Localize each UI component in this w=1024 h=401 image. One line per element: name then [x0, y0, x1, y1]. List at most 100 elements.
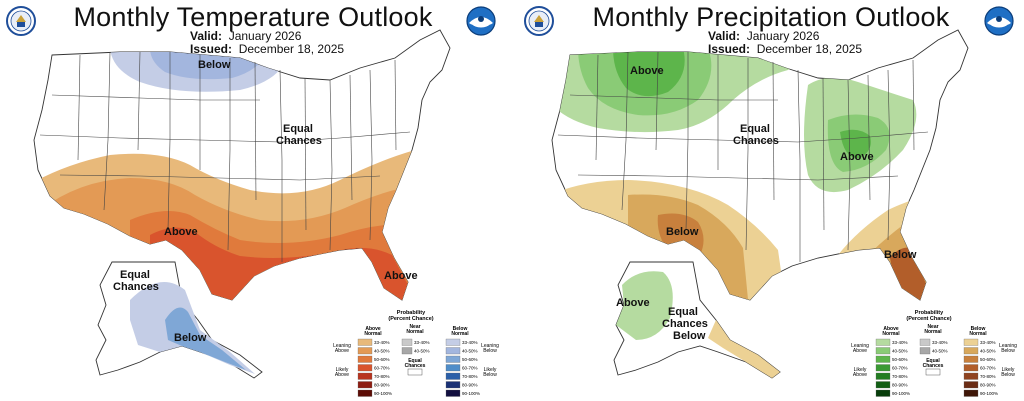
temp-below-swatch-4	[445, 372, 461, 380]
svg-text:Probability: Probability	[397, 310, 426, 316]
svg-text:Normal: Normal	[364, 331, 382, 337]
temp-below-swatch-1	[445, 347, 461, 355]
svg-text:Leaning: Leaning	[999, 343, 1017, 349]
label-below-fl: Below	[884, 249, 917, 261]
svg-text:Above: Above	[883, 326, 899, 332]
issued-date: Issued: December 18, 2025	[708, 42, 863, 56]
prec-below-range-label-4: 70-80%	[980, 374, 996, 379]
svg-text:Above: Above	[365, 326, 381, 332]
prec-near-swatch-1	[919, 347, 931, 355]
svg-text:Above: Above	[853, 372, 867, 378]
svg-text:Chances: Chances	[923, 363, 944, 369]
prec-above-range-label-2: 50-60%	[892, 357, 908, 362]
prec-below-swatch-2	[963, 355, 979, 363]
temperature-legend: Probability (Percent Chance) Above Norma…	[318, 306, 504, 401]
temp-above-swatch-4	[357, 372, 373, 380]
svg-text:Equal: Equal	[408, 358, 422, 364]
temp-below-swatch-2	[445, 355, 461, 363]
above-normal-core-ohio	[840, 129, 871, 159]
svg-text:Below: Below	[1001, 372, 1015, 378]
prec-below-swatch-4	[963, 372, 979, 380]
svg-text:Below: Below	[971, 326, 986, 332]
valid-date: Valid: January 2026	[708, 29, 820, 43]
svg-text:Likely: Likely	[336, 367, 349, 373]
label-above-fl: Above	[384, 270, 418, 282]
label-above-nw: Above	[630, 65, 664, 77]
temperature-map: Below Equal Chances Above Above Equal Ch…	[33, 29, 451, 379]
prec-above-range-label-1: 40-50%	[892, 349, 908, 354]
temp-above-range-label-0: 33-40%	[374, 340, 390, 345]
svg-text:(Percent Chance): (Percent Chance)	[388, 316, 433, 322]
prec-below-swatch-5	[963, 381, 979, 389]
prec-below-range-label-2: 50-60%	[980, 357, 996, 362]
label-ak-equal-2: Chances	[662, 318, 708, 330]
svg-text:Leaning: Leaning	[333, 343, 351, 349]
temp-below-range-label-2: 50-60%	[462, 357, 478, 362]
temp-below-range-label-1: 40-50%	[462, 349, 478, 354]
label-ak-above: Above	[616, 297, 650, 309]
svg-text:Near: Near	[927, 324, 938, 330]
temperature-legend-graphic: Probability (Percent Chance) Above Norma…	[333, 310, 499, 397]
svg-text:Above: Above	[335, 372, 349, 378]
prec-above-swatch-0	[875, 338, 891, 346]
svg-text:Above: Above	[853, 348, 867, 354]
label-below-tx: Below	[666, 226, 699, 238]
svg-text:Normal: Normal	[969, 331, 987, 337]
label-above-south: Above	[164, 226, 198, 238]
prec-below-swatch-6	[963, 389, 979, 397]
prec-below-range-label-1: 40-50%	[980, 349, 996, 354]
label-equal-chances-2: Chances	[276, 135, 322, 147]
valid-date: Valid: January 2026	[190, 29, 302, 43]
prec-above-range-label-6: 90-100%	[892, 391, 910, 396]
prec-near-range-0: 33-40%	[932, 340, 948, 345]
above-normal-core-nw	[613, 48, 685, 97]
temp-above-range-label-1: 40-50%	[374, 349, 390, 354]
label-ak-equal-2: Chances	[113, 281, 159, 293]
label-ak-equal-1: Equal	[668, 306, 698, 318]
prec-above-swatch-4	[875, 372, 891, 380]
svg-text:Below: Below	[1001, 348, 1015, 354]
svg-text:Normal: Normal	[451, 331, 469, 337]
prec-above-swatch-5	[875, 381, 891, 389]
svg-text:Normal: Normal	[882, 331, 900, 337]
precipitation-legend-graphic: Probability (Percent Chance) Above Norma…	[851, 310, 1017, 397]
svg-text:Above: Above	[335, 348, 349, 354]
temp-near-swatch-1	[401, 347, 413, 355]
svg-text:Likely: Likely	[1002, 367, 1015, 373]
prec-near-range-1: 40-50%	[932, 349, 948, 354]
temp-above-swatch-6	[357, 389, 373, 397]
label-equal-chances-1: Equal	[283, 123, 313, 135]
svg-text:Likely: Likely	[854, 367, 867, 373]
precipitation-legend: Probability (Percent Chance) Above Norma…	[836, 306, 1022, 401]
prec-above-range-label-5: 80-90%	[892, 383, 908, 388]
label-ak-equal-1: Equal	[120, 269, 150, 281]
prec-below-swatch-1	[963, 347, 979, 355]
prec-below-range-label-5: 80-90%	[980, 383, 996, 388]
prec-above-swatch-3	[875, 364, 891, 372]
temp-above-range-label-4: 70-80%	[374, 374, 390, 379]
svg-text:Leaning: Leaning	[851, 343, 869, 349]
prec-above-range-label-4: 70-80%	[892, 374, 908, 379]
alaska-below-region	[708, 320, 780, 378]
state-boundaries	[39, 51, 411, 262]
label-equal-chances-1: Equal	[740, 123, 770, 135]
temp-below-range-label-5: 80-90%	[462, 383, 478, 388]
temp-near-swatch-0	[401, 338, 413, 346]
temp-below-range-label-4: 70-80%	[462, 374, 478, 379]
label-equal-chances-2: Chances	[733, 135, 779, 147]
temp-below-swatch-5	[445, 381, 461, 389]
map-title: Monthly Temperature Outlook	[73, 2, 433, 32]
prec-below-swatch-0	[963, 338, 979, 346]
temp-below-swatch-3	[445, 364, 461, 372]
temp-below-range-label-3: 60-70%	[462, 366, 478, 371]
alaska-below-core	[165, 307, 246, 370]
label-ak-below: Below	[174, 332, 207, 344]
precipitation-map: Above Equal Chances Above Below Below Ab…	[551, 29, 969, 379]
temp-above-swatch-0	[357, 338, 373, 346]
temp-below-range-label-0: 33-40%	[462, 340, 478, 345]
temp-below-swatch-6	[445, 389, 461, 397]
svg-text:Normal: Normal	[924, 329, 942, 335]
temp-near-range-0: 33-40%	[414, 340, 430, 345]
label-above-ohio: Above	[840, 151, 874, 163]
noaa-logo-icon	[984, 6, 1014, 36]
